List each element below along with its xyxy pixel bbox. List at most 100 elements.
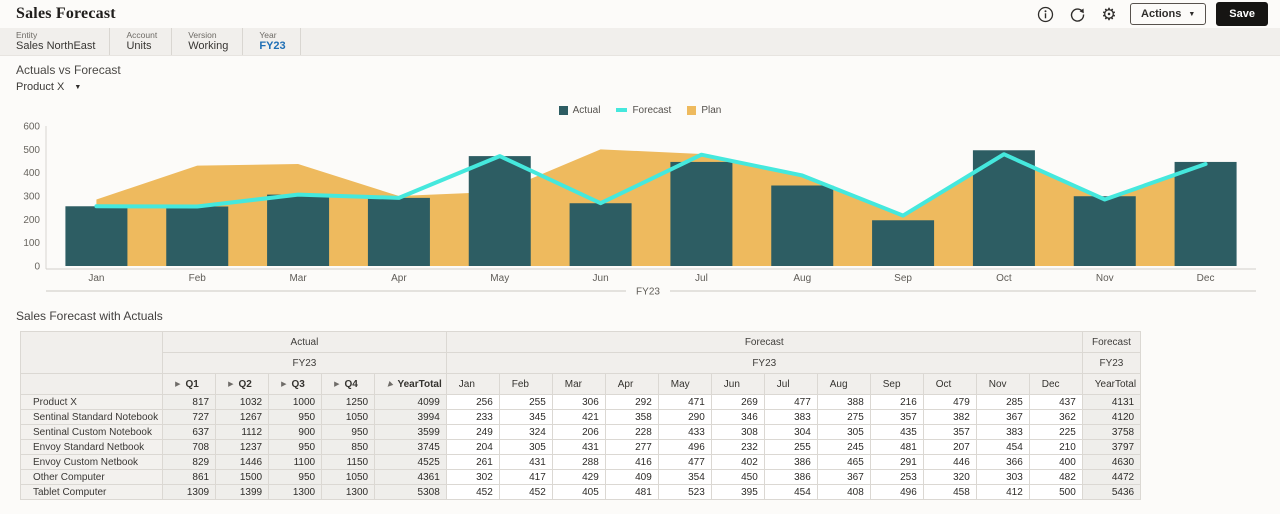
forecast-cell[interactable]: 255 — [763, 439, 818, 455]
column-header-q3[interactable]: ▶ Q3 — [268, 373, 323, 395]
forecast-cell[interactable]: 452 — [445, 484, 500, 500]
row-header[interactable]: Envoy Standard Netbook — [19, 439, 164, 455]
forecast-cell[interactable]: 382 — [922, 409, 977, 425]
expand-icon[interactable]: ▶ — [334, 380, 340, 388]
column-header-jan[interactable]: Jan — [445, 373, 500, 395]
forecast-cell[interactable]: 206 — [551, 424, 606, 440]
forecast-cell[interactable]: 452 — [498, 484, 553, 500]
actual-cell[interactable]: 1500 — [215, 469, 270, 485]
forecast-cell[interactable]: 207 — [922, 439, 977, 455]
forecast-cell[interactable]: 288 — [551, 454, 606, 470]
forecast-cell[interactable]: 302 — [445, 469, 500, 485]
pov-item-version[interactable]: Version Working — [172, 28, 244, 55]
actual-cell[interactable]: 900 — [268, 424, 323, 440]
forecast-cell[interactable]: 290 — [657, 409, 712, 425]
forecast-cell[interactable]: 233 — [445, 409, 500, 425]
column-header-feb[interactable]: Feb — [498, 373, 553, 395]
actual-cell[interactable]: 4525 — [374, 454, 447, 470]
refresh-icon[interactable] — [1066, 3, 1088, 25]
actual-cell[interactable]: 5308 — [374, 484, 447, 500]
forecast-cell[interactable]: 471 — [657, 394, 712, 410]
forecast-cell[interactable]: 417 — [498, 469, 553, 485]
forecast-cell[interactable]: 345 — [498, 409, 553, 425]
actual-cell[interactable]: 950 — [268, 469, 323, 485]
column-header-nov[interactable]: Nov — [975, 373, 1030, 395]
forecast-total-cell[interactable]: 4472 — [1081, 469, 1142, 485]
actual-cell[interactable]: 950 — [321, 424, 376, 440]
info-icon[interactable] — [1034, 3, 1056, 25]
forecast-cell[interactable]: 481 — [604, 484, 659, 500]
column-header-q4[interactable]: ▶ Q4 — [321, 373, 376, 395]
forecast-cell[interactable]: 228 — [604, 424, 659, 440]
forecast-cell[interactable]: 354 — [657, 469, 712, 485]
settings-gear-icon[interactable]: ⚙ — [1101, 4, 1117, 24]
actual-cell[interactable]: 3994 — [374, 409, 447, 425]
forecast-total-cell[interactable]: 4120 — [1081, 409, 1142, 425]
forecast-cell[interactable]: 500 — [1028, 484, 1083, 500]
column-header-mar[interactable]: Mar — [551, 373, 606, 395]
forecast-cell[interactable]: 435 — [869, 424, 924, 440]
forecast-cell[interactable]: 383 — [975, 424, 1030, 440]
forecast-cell[interactable]: 357 — [922, 424, 977, 440]
row-header[interactable]: Tablet Computer — [19, 484, 164, 500]
forecast-cell[interactable]: 402 — [710, 454, 765, 470]
forecast-cell[interactable]: 285 — [975, 394, 1030, 410]
forecast-cell[interactable]: 421 — [551, 409, 606, 425]
forecast-cell[interactable]: 304 — [763, 424, 818, 440]
actual-cell[interactable]: 1000 — [268, 394, 323, 410]
forecast-cell[interactable]: 465 — [816, 454, 871, 470]
actual-cell[interactable]: 861 — [162, 469, 217, 485]
actual-cell[interactable]: 829 — [162, 454, 217, 470]
actual-cell[interactable]: 1250 — [321, 394, 376, 410]
forecast-cell[interactable]: 477 — [657, 454, 712, 470]
actual-cell[interactable]: 950 — [268, 439, 323, 455]
actual-cell[interactable]: 1399 — [215, 484, 270, 500]
forecast-cell[interactable]: 481 — [869, 439, 924, 455]
forecast-cell[interactable]: 305 — [498, 439, 553, 455]
forecast-cell[interactable]: 367 — [816, 469, 871, 485]
row-header[interactable]: Sentinal Standard Notebook — [19, 409, 164, 425]
forecast-cell[interactable]: 496 — [657, 439, 712, 455]
forecast-cell[interactable]: 395 — [710, 484, 765, 500]
forecast-cell[interactable]: 346 — [710, 409, 765, 425]
expand-icon[interactable]: ▶ — [228, 380, 234, 388]
forecast-cell[interactable]: 431 — [498, 454, 553, 470]
actual-cell[interactable]: 1237 — [215, 439, 270, 455]
forecast-cell[interactable]: 256 — [445, 394, 500, 410]
forecast-cell[interactable]: 496 — [869, 484, 924, 500]
actual-cell[interactable]: 1050 — [321, 469, 376, 485]
forecast-cell[interactable]: 429 — [551, 469, 606, 485]
row-header[interactable]: Other Computer — [19, 469, 164, 485]
forecast-cell[interactable]: 308 — [710, 424, 765, 440]
actual-cell[interactable]: 1446 — [215, 454, 270, 470]
forecast-cell[interactable]: 357 — [869, 409, 924, 425]
column-header-jun[interactable]: Jun — [710, 373, 765, 395]
forecast-cell[interactable]: 277 — [604, 439, 659, 455]
collapse-icon[interactable]: ▶ — [385, 379, 394, 389]
column-header-q1[interactable]: ▶ Q1 — [162, 373, 217, 395]
forecast-cell[interactable]: 482 — [1028, 469, 1083, 485]
actual-cell[interactable]: 1300 — [321, 484, 376, 500]
actual-cell[interactable]: 1050 — [321, 409, 376, 425]
actual-cell[interactable]: 3745 — [374, 439, 447, 455]
column-header-aug[interactable]: Aug — [816, 373, 871, 395]
forecast-cell[interactable]: 388 — [816, 394, 871, 410]
forecast-cell[interactable]: 400 — [1028, 454, 1083, 470]
actual-cell[interactable]: 4361 — [374, 469, 447, 485]
actual-cell[interactable]: 1300 — [268, 484, 323, 500]
actions-button[interactable]: Actions ▼ — [1130, 3, 1207, 25]
actual-cell[interactable]: 1032 — [215, 394, 270, 410]
column-header-forecast-yeartotal[interactable]: YearTotal — [1081, 373, 1142, 395]
pov-item-year[interactable]: Year FY23 — [243, 28, 301, 55]
actual-cell[interactable]: 1309 — [162, 484, 217, 500]
forecast-cell[interactable]: 275 — [816, 409, 871, 425]
forecast-cell[interactable]: 358 — [604, 409, 659, 425]
expand-icon[interactable]: ▶ — [175, 380, 181, 388]
forecast-cell[interactable]: 306 — [551, 394, 606, 410]
actual-cell[interactable]: 950 — [268, 409, 323, 425]
forecast-cell[interactable]: 454 — [763, 484, 818, 500]
forecast-cell[interactable]: 225 — [1028, 424, 1083, 440]
product-member-selector[interactable]: Product X ▼ — [16, 81, 81, 93]
actual-cell[interactable]: 817 — [162, 394, 217, 410]
forecast-cell[interactable]: 291 — [869, 454, 924, 470]
